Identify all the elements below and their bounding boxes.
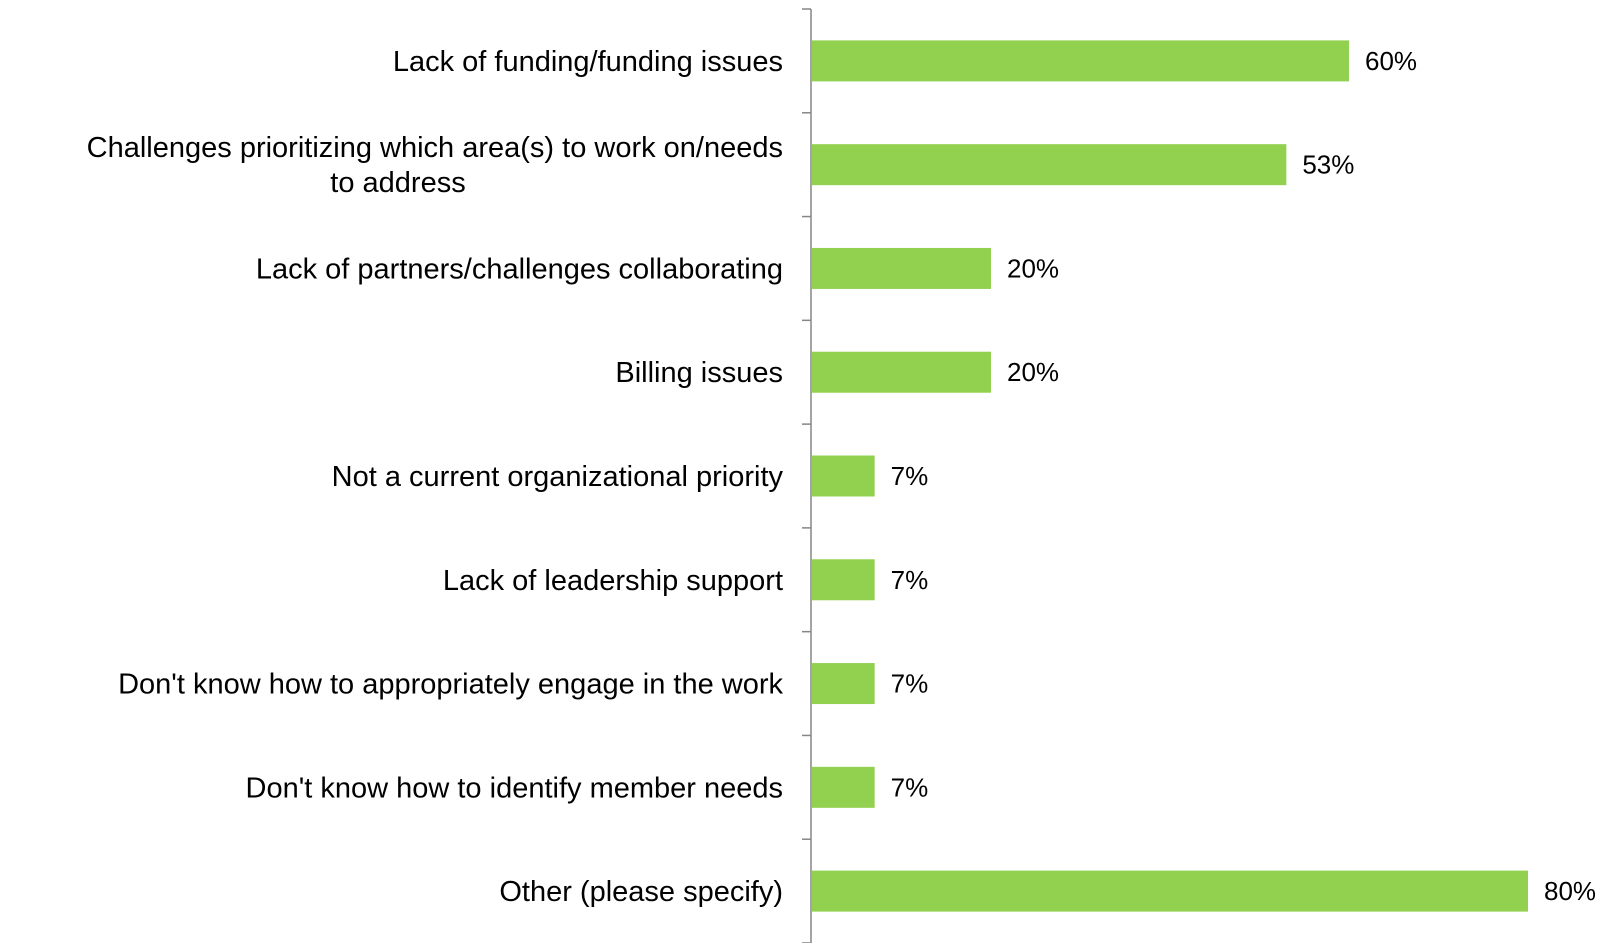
bars-layer — [812, 40, 1528, 912]
category-labels-layer: Lack of funding/funding issues Challenges… — [87, 46, 784, 908]
data-label: 20% — [1007, 357, 1059, 387]
category-label: Lack of partners/challenges collaboratin… — [256, 253, 783, 285]
category-label: Challenges prioritizing which area(s) to… — [87, 132, 783, 199]
category-label-line: to address — [330, 167, 465, 199]
category-label: Lack of leadership support — [443, 565, 783, 597]
category-label-line: Challenges prioritizing which area(s) to… — [87, 132, 783, 164]
bar — [812, 766, 875, 808]
value-labels-layer: 60% 53% 20% 20% 7% 7% 7% 7% 80% — [891, 46, 1596, 906]
bar — [812, 455, 875, 497]
data-label: 7% — [891, 772, 929, 802]
category-label: Not a current organizational priority — [332, 461, 784, 493]
bar — [812, 559, 875, 601]
category-label: Don't know how to identify member needs — [246, 772, 783, 804]
category-label: Lack of funding/funding issues — [393, 46, 783, 78]
bar — [812, 663, 875, 705]
data-label: 7% — [891, 565, 929, 595]
data-label: 7% — [891, 461, 929, 491]
data-label: 80% — [1544, 876, 1596, 906]
data-label: 53% — [1302, 150, 1354, 180]
bar — [812, 144, 1287, 186]
bar — [812, 870, 1528, 912]
bar — [812, 351, 991, 393]
data-label: 60% — [1365, 46, 1417, 76]
bar — [812, 247, 991, 289]
category-label: Billing issues — [615, 357, 783, 389]
category-label: Other (please specify) — [499, 876, 783, 908]
category-label: Don't know how to appropriately engage i… — [118, 669, 783, 701]
data-label: 7% — [891, 669, 929, 699]
data-label: 20% — [1007, 253, 1059, 283]
category-axis — [802, 8, 812, 943]
bar — [812, 40, 1349, 82]
